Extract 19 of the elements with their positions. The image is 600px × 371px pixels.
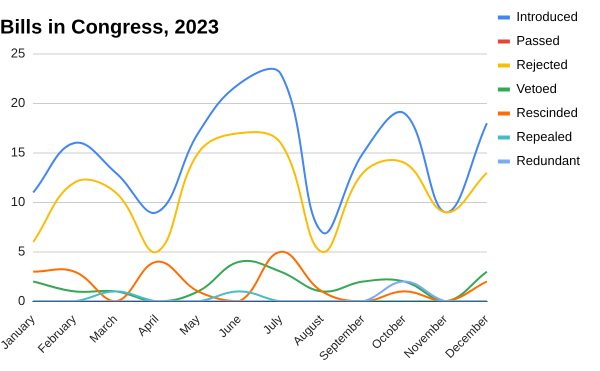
legend-label: Repealed: [516, 129, 572, 144]
legend-label: Rejected: [516, 57, 568, 72]
y-tick-label: 25: [10, 46, 26, 61]
legend-label: Redundant: [516, 153, 580, 168]
y-tick-label: 0: [18, 292, 26, 308]
legend-label: Vetoed: [516, 81, 557, 96]
line-series: [32, 131, 488, 253]
line-series: [32, 250, 488, 302]
legend-label: Rescinded: [516, 105, 578, 120]
legend-label: Introduced: [516, 9, 578, 24]
x-tick-label: May: [176, 312, 203, 338]
y-tick-label: 5: [18, 243, 26, 258]
x-tick-label: July: [260, 312, 286, 337]
chart-title: Bills in Congress, 2023: [0, 16, 219, 39]
y-tick-label: 20: [10, 95, 26, 110]
line-series: [32, 260, 488, 302]
y-tick-label: 10: [10, 194, 26, 209]
legend-label: Passed: [516, 33, 560, 48]
y-tick-label: 15: [10, 144, 26, 160]
